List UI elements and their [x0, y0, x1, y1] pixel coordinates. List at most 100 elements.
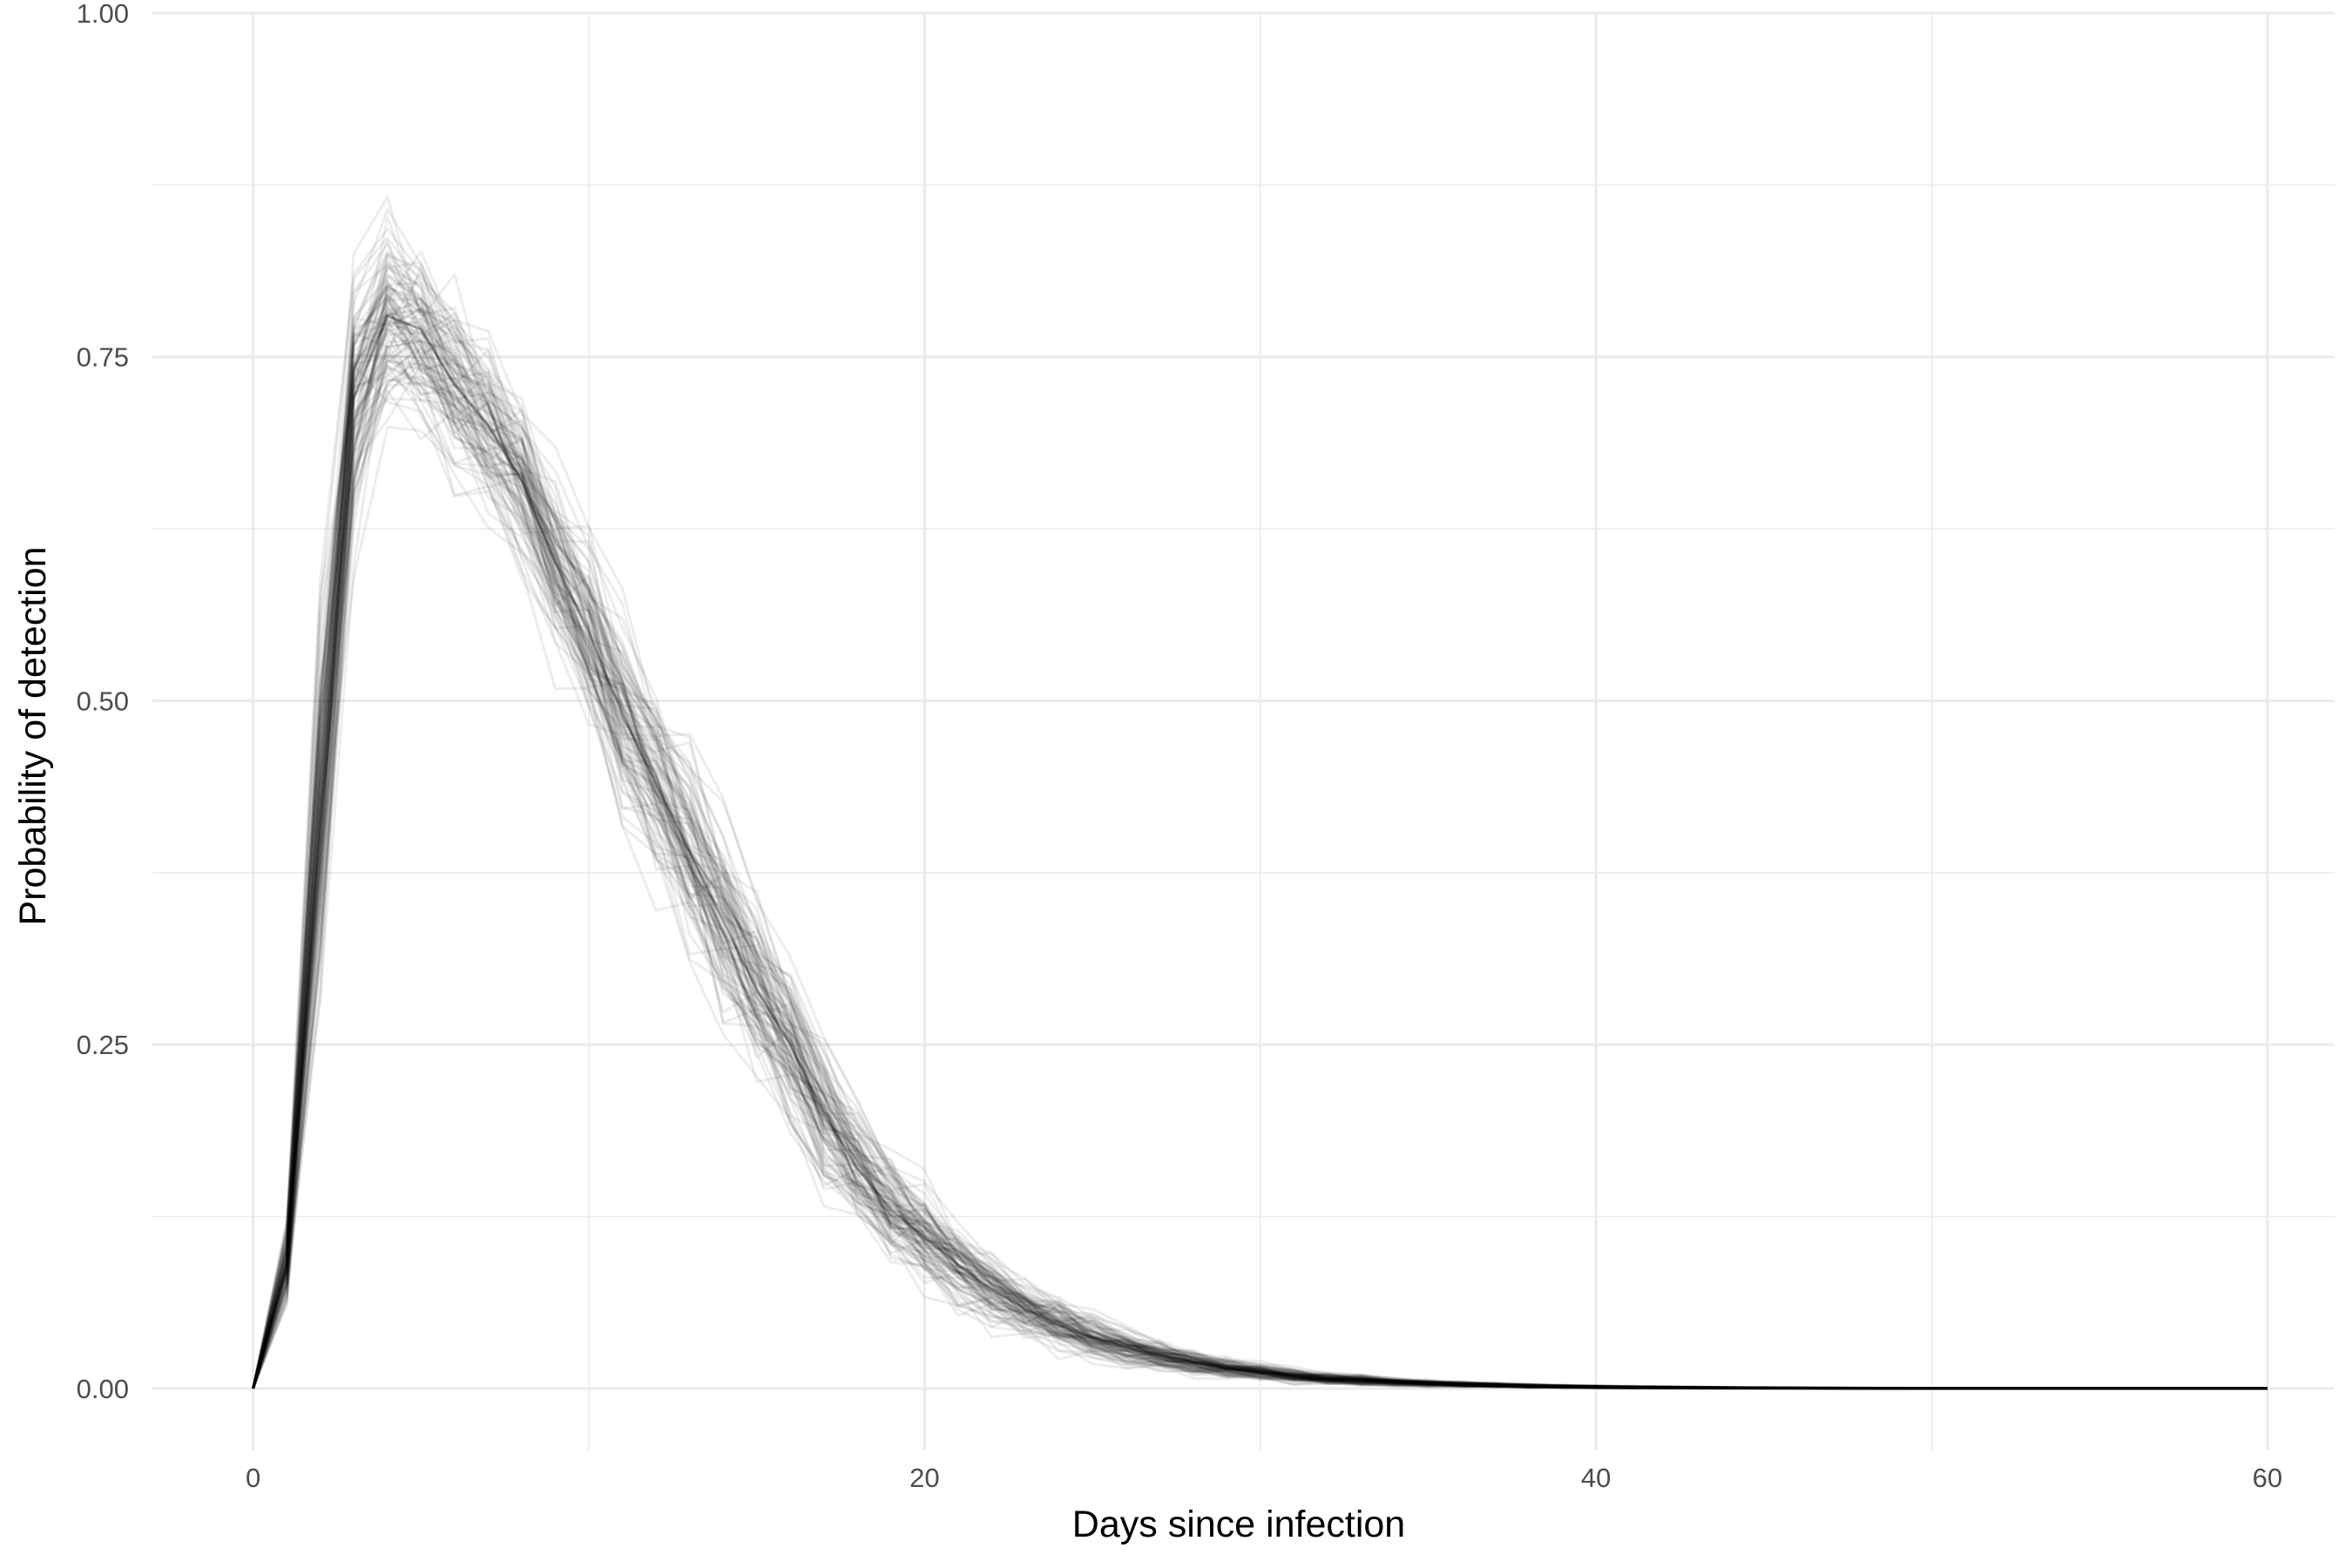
- x-axis-title: Days since infection: [1072, 1504, 1405, 1545]
- draw-line: [252, 306, 2268, 1390]
- draw-line: [252, 308, 2268, 1390]
- draw-line: [252, 376, 2268, 1390]
- draw-line: [252, 297, 2268, 1390]
- draw-line: [252, 285, 2268, 1390]
- draw-line: [252, 250, 2268, 1390]
- draw-line: [252, 227, 2268, 1390]
- draw-line: [252, 349, 2268, 1390]
- draw-line: [252, 364, 2268, 1390]
- draw-line: [252, 260, 2268, 1390]
- draw-line: [252, 253, 2268, 1390]
- draw-line: [252, 214, 2268, 1390]
- draw-line: [252, 373, 2268, 1390]
- draw-line: [252, 301, 2268, 1390]
- draw-line: [252, 294, 2268, 1390]
- draw-line: [252, 267, 2268, 1390]
- draw-line: [252, 239, 2268, 1390]
- draw-line: [252, 320, 2268, 1390]
- draw-line: [252, 344, 2268, 1390]
- draw-line: [252, 288, 2268, 1390]
- draw-line: [252, 263, 2268, 1390]
- draw-line: [252, 281, 2268, 1390]
- median-line: [252, 314, 2268, 1390]
- draw-line: [252, 347, 2268, 1390]
- draw-line: [252, 286, 2268, 1390]
- draw-line: [252, 276, 2268, 1390]
- draw-line: [252, 323, 2268, 1390]
- x-axis-ticks: 0 20 40 60: [246, 1463, 2282, 1493]
- draw-line: [252, 338, 2268, 1390]
- draw-line: [252, 280, 2268, 1390]
- draw-line: [252, 375, 2268, 1390]
- draw-line: [252, 307, 2268, 1390]
- draw-line: [252, 312, 2268, 1390]
- x-tick-label: 0: [246, 1463, 260, 1493]
- draw-line: [252, 389, 2268, 1390]
- draw-line: [252, 294, 2268, 1390]
- draw-line: [252, 264, 2268, 1390]
- draw-line: [252, 236, 2268, 1390]
- draw-line: [252, 323, 2268, 1390]
- draw-line: [252, 318, 2268, 1390]
- draw-line: [252, 359, 2268, 1390]
- draw-line: [252, 425, 2268, 1390]
- draw-line: [252, 360, 2268, 1390]
- draw-line: [252, 298, 2268, 1390]
- draw-line: [252, 280, 2268, 1390]
- draw-line: [252, 327, 2268, 1390]
- draw-line: [252, 358, 2268, 1390]
- draw-line: [252, 319, 2268, 1390]
- y-tick-label: 1.00: [77, 0, 129, 29]
- draw-line: [252, 353, 2268, 1390]
- draw-line: [252, 311, 2268, 1390]
- draw-line: [252, 195, 2268, 1390]
- draw-line: [252, 242, 2268, 1390]
- draw-line: [252, 304, 2268, 1390]
- draw-line: [252, 316, 2268, 1390]
- draw-line: [252, 286, 2268, 1390]
- y-tick-label: 0.50: [77, 686, 129, 716]
- draw-line: [252, 253, 2268, 1390]
- x-tick-label: 60: [2253, 1463, 2282, 1493]
- draw-line: [252, 331, 2268, 1390]
- draw-line: [252, 334, 2268, 1390]
- draw-line: [252, 318, 2268, 1390]
- major-gridlines: [152, 11, 2335, 1450]
- draw-line: [252, 312, 2268, 1390]
- draw-line: [252, 362, 2268, 1390]
- draw-line: [252, 321, 2268, 1390]
- minor-gridlines: [152, 13, 2335, 1450]
- draw-line: [252, 293, 2268, 1390]
- draw-line: [252, 296, 2268, 1390]
- draw-line: [252, 304, 2268, 1390]
- draw-line: [252, 258, 2268, 1390]
- draw-line: [252, 284, 2268, 1390]
- draw-line: [252, 291, 2268, 1390]
- y-axis-title: Probability of detection: [12, 546, 54, 925]
- draw-line: [252, 356, 2268, 1390]
- draw-line: [252, 286, 2268, 1390]
- draw-line: [252, 264, 2268, 1390]
- draw-line: [252, 309, 2268, 1390]
- y-axis-ticks: 0.00 0.25 0.50 0.75 1.00: [77, 0, 129, 1404]
- draw-line: [252, 339, 2268, 1390]
- draw-line: [252, 365, 2268, 1390]
- y-tick-label: 0.75: [77, 342, 129, 373]
- x-tick-label: 40: [1581, 1463, 1611, 1493]
- draw-line: [252, 274, 2268, 1390]
- draw-line: [252, 340, 2268, 1390]
- x-tick-label: 20: [909, 1463, 939, 1493]
- draw-line: [252, 295, 2268, 1390]
- draw-line: [252, 308, 2268, 1390]
- draw-line: [252, 339, 2268, 1390]
- draw-line: [252, 250, 2268, 1390]
- draw-line: [252, 297, 2268, 1390]
- draw-line: [252, 308, 2268, 1390]
- draw-line: [252, 300, 2268, 1390]
- draw-line: [252, 365, 2268, 1390]
- draw-line: [252, 378, 2268, 1390]
- draw-line: [252, 272, 2268, 1390]
- draw-line: [252, 207, 2268, 1390]
